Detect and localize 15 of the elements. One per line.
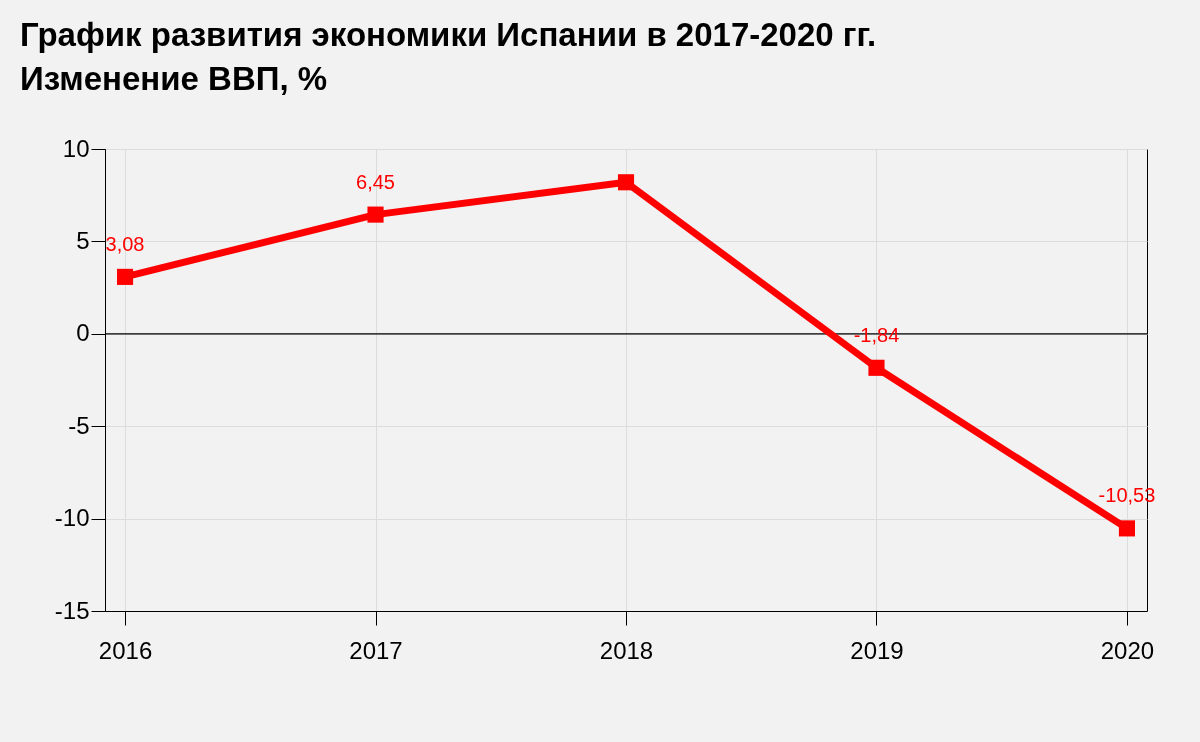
y-tick-label: 10	[62, 134, 90, 162]
x-tick-label: 2017	[349, 636, 403, 664]
data-label: 3,08	[105, 232, 145, 255]
text: Изменение ВВП, %	[20, 60, 328, 97]
y-tick-label: 0	[76, 319, 90, 347]
y-tick-label: -5	[68, 411, 90, 439]
text: График развития экономики Испании в 2017-2020 гг.	[20, 16, 877, 53]
data-label: 6,45	[356, 170, 395, 193]
y-tick-label: 5	[76, 226, 90, 254]
y-tick-label: -15	[54, 596, 90, 624]
y-tick-label: -10	[54, 504, 90, 532]
x-tick-label: 2018	[599, 636, 654, 664]
x-tick-label: 2016	[98, 636, 153, 664]
x-tick-label: 2019	[850, 636, 904, 664]
x-tick-label: 2020	[1100, 636, 1155, 664]
